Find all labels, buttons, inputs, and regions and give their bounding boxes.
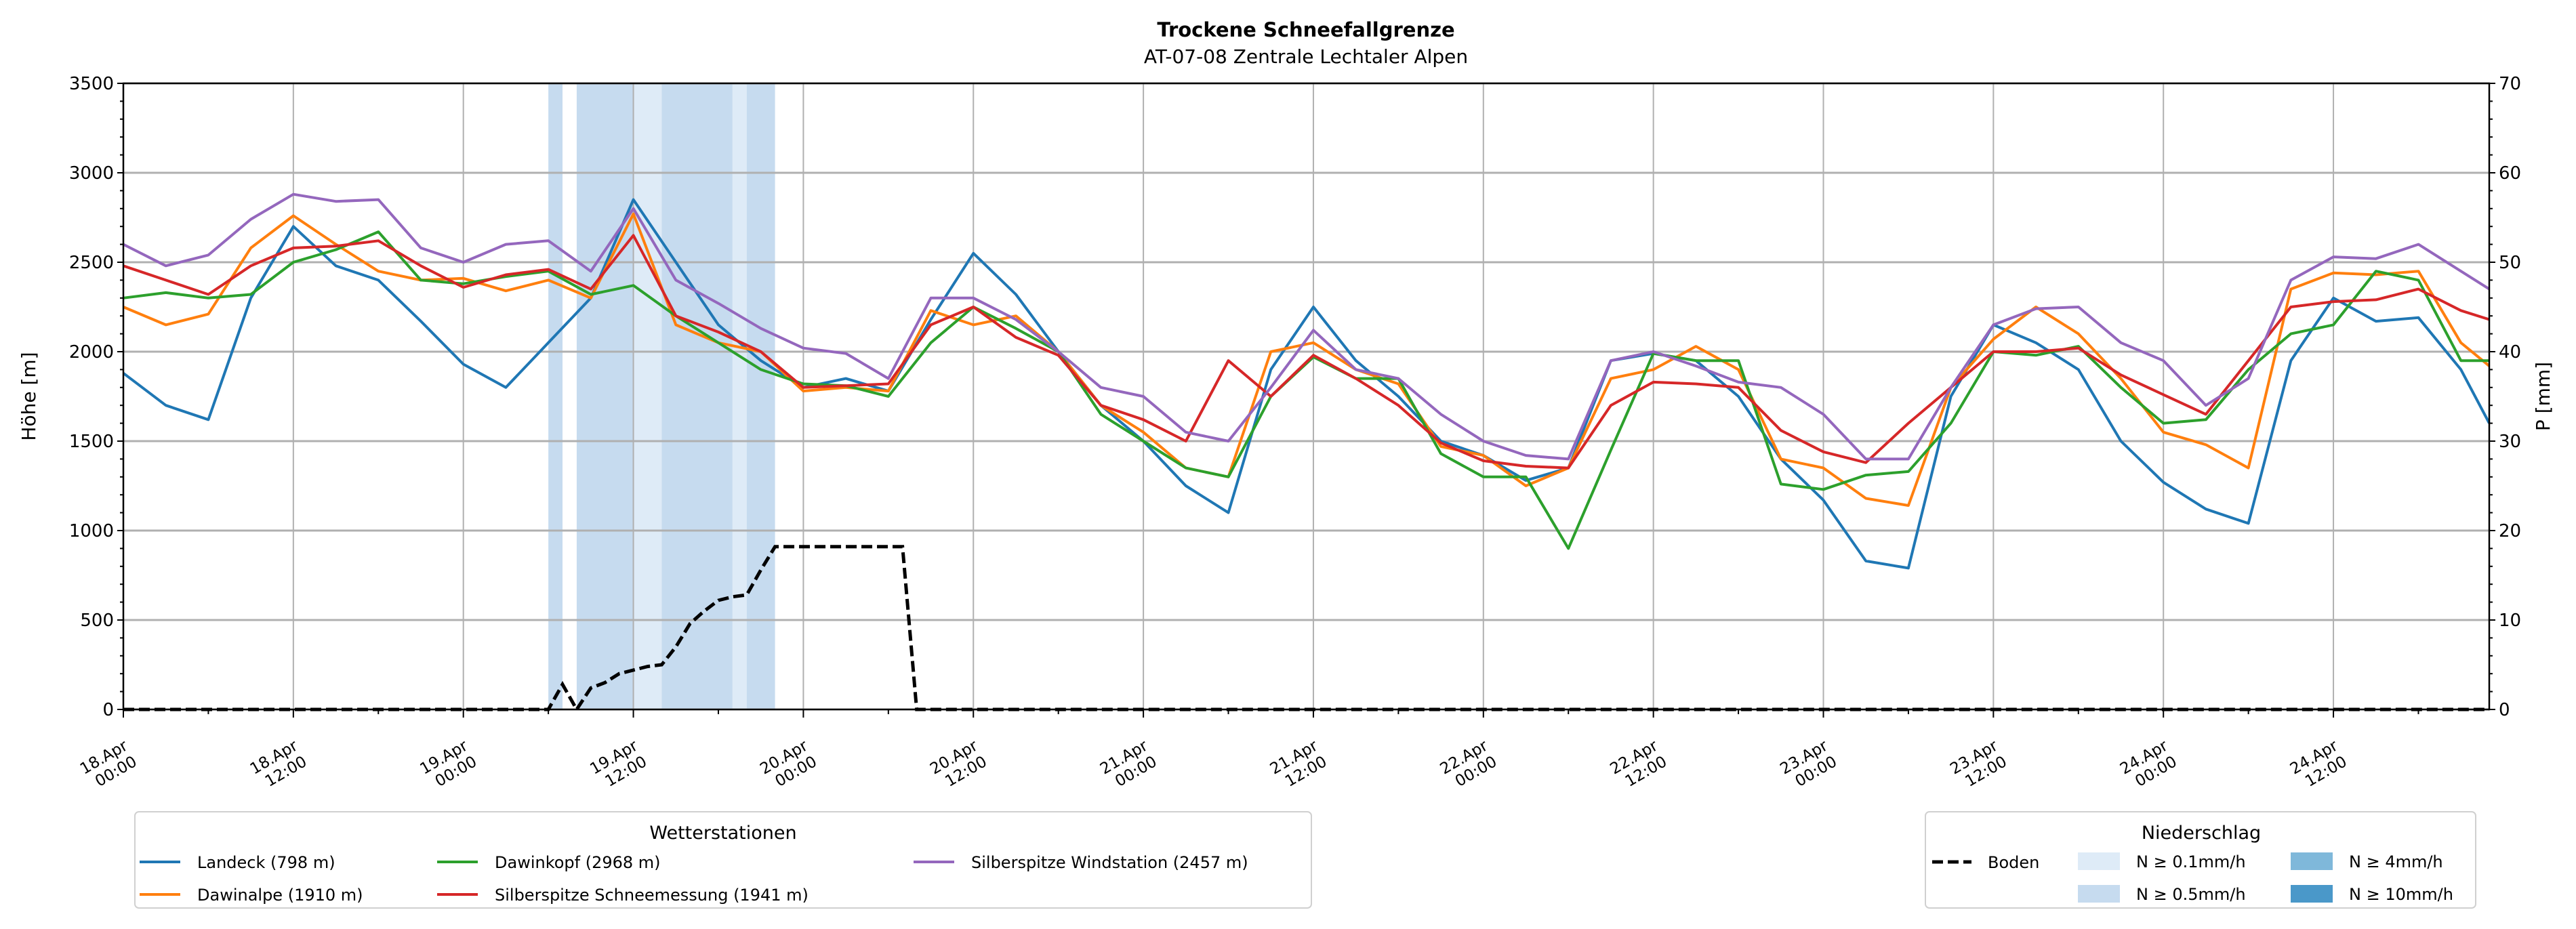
series-line	[123, 212, 2491, 507]
chart-title: Trockene Schneefallgrenze	[1157, 18, 1454, 41]
y-tick-label: 2000	[69, 342, 114, 363]
y-axis-right-label: P [mm]	[2532, 362, 2554, 431]
y-right-tick-label: 30	[2499, 432, 2521, 452]
x-tick-label: 20.Apr12:00	[927, 737, 990, 793]
precipitation-bands	[548, 83, 775, 709]
x-tick-label: 21.Apr12:00	[1267, 737, 1330, 793]
legend-precip-swatch	[2291, 852, 2333, 870]
y-tick-label: 2500	[69, 253, 114, 273]
chart-subtitle: AT-07-08 Zentrale Lechtaler Alpen	[1144, 45, 1468, 68]
series-line	[122, 198, 2491, 570]
legend-precip-label: N ≥ 10mm/h	[2349, 885, 2453, 904]
y-tick-label: 500	[80, 611, 114, 631]
x-tick-label: 22.Apr12:00	[1608, 737, 1671, 793]
legend-stations-title: Wetterstationen	[649, 823, 796, 844]
y-tick-label: 0	[102, 700, 114, 720]
legend-precipitation: Niederschlag Boden N ≥ 0.1mm/h N ≥ 0.5mm/…	[1925, 811, 2476, 909]
legend-stations: Wetterstationen Landeck (798 m) Dawinalpe…	[134, 811, 1312, 909]
legend-precip-title: Niederschlag	[2142, 823, 2261, 844]
x-tick-label: 19.Apr00:00	[417, 737, 481, 793]
precip-band	[732, 83, 747, 709]
plot-frame	[122, 82, 2491, 711]
x-tick-label: 18.Apr00:00	[77, 737, 140, 793]
y-right-tick-label: 10	[2499, 611, 2521, 631]
legend-precip-swatch	[2078, 852, 2120, 870]
x-tick-label: 24.Apr00:00	[2117, 737, 2180, 793]
legend-precip-label: N ≥ 4mm/h	[2349, 852, 2443, 871]
y-tick-label: 3000	[69, 163, 114, 184]
legend-stations-frame	[134, 811, 1312, 909]
boden-line	[123, 545, 2489, 713]
y-right-tick-label: 0	[2499, 700, 2510, 720]
y-right-tick-label: 60	[2499, 163, 2521, 184]
legend-station-label: Silberspitze Windstation (2457 m)	[971, 853, 1248, 872]
y-right-tick-label: 40	[2499, 342, 2521, 363]
y-right-tick-label: 70	[2499, 74, 2521, 94]
series-line	[123, 234, 2490, 470]
legend-precip-label: N ≥ 0.5mm/h	[2136, 885, 2246, 904]
x-tick-label: 21.Apr00:00	[1097, 737, 1160, 793]
x-tick-label: 20.Apr00:00	[757, 737, 820, 793]
y-tick-label: 1500	[69, 432, 114, 452]
precip-band	[576, 83, 634, 709]
y-tick-label: 3500	[69, 74, 114, 94]
x-tick-label: 19.Apr12:00	[587, 737, 650, 793]
series-line	[123, 192, 2491, 461]
x-tick-label: 18.Apr12:00	[247, 737, 310, 793]
axes: 0 500 1000 1500 2000 2500 3000 3500 0 10 20 30 40 50 6…	[69, 74, 2521, 793]
precip-band	[548, 83, 563, 709]
legend-precip-swatch	[2291, 885, 2333, 903]
x-tick-label: 24.Apr12:00	[2287, 737, 2350, 793]
legend-station-label: Dawinkopf (2968 m)	[495, 853, 661, 872]
x-tick-label: 23.Apr12:00	[1947, 737, 2010, 793]
legend-station-label: Landeck (798 m)	[197, 853, 335, 872]
legend-station-label: Dawinalpe (1910 m)	[197, 886, 363, 905]
y-right-tick-label: 20	[2499, 521, 2521, 541]
legend-precip-frame	[1925, 811, 2476, 909]
y-right-tick-label: 50	[2499, 253, 2521, 273]
legend-station-label: Silberspitze Schneemessung (1941 m)	[495, 886, 809, 905]
y-axis-label: Höhe [m]	[18, 352, 40, 440]
series-line	[123, 230, 2489, 550]
legend-precip-swatch	[2078, 885, 2120, 903]
precip-band	[661, 83, 733, 709]
series-lines	[122, 192, 2491, 713]
x-tick-label: 23.Apr00:00	[1777, 737, 1840, 793]
legend-boden-label: Boden	[1988, 853, 2039, 872]
precip-band	[633, 83, 662, 709]
x-tick-label: 22.Apr00:00	[1437, 737, 1500, 793]
precip-band	[746, 83, 775, 709]
y-tick-label: 1000	[69, 521, 114, 541]
legend-precip-label: N ≥ 0.1mm/h	[2136, 852, 2246, 871]
